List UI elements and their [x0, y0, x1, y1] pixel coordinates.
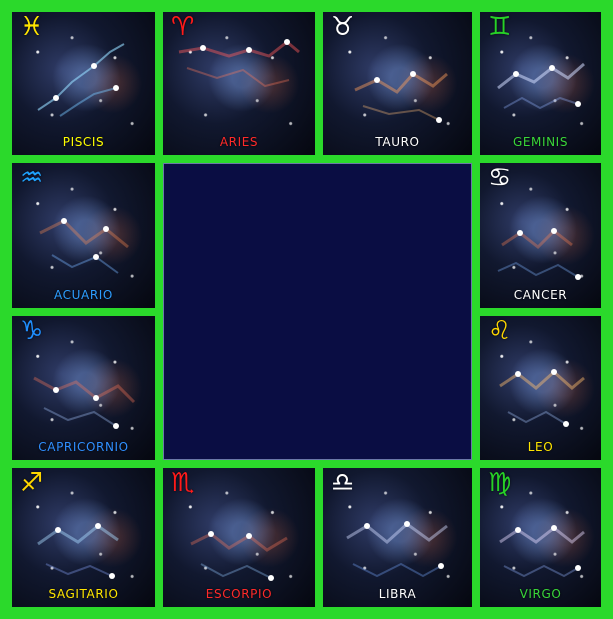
zodiac-tile-geminis[interactable]: ♊ GEMINIS [480, 12, 601, 155]
taurus-symbol-icon: ♉ [331, 12, 355, 42]
pisces-symbol-icon: ♓ [20, 12, 44, 42]
zodiac-tile-virgo[interactable]: ♍ VIRGO [480, 468, 601, 607]
center-panel [163, 163, 472, 460]
frame-bottom-divider-2 [315, 460, 323, 619]
libra-symbol-icon: ♎ [331, 468, 355, 498]
cancer-symbol-icon: ♋ [488, 163, 512, 193]
tile-label: ESCORPIO [205, 587, 273, 601]
zodiac-tile-escorpio[interactable]: ♏ ESCORPIO [163, 468, 315, 607]
tile-label: VIRGO [519, 587, 562, 601]
frame-center-left-border [155, 163, 163, 460]
frame-top-divider-1 [155, 0, 163, 161]
scorpio-symbol-icon: ♏ [171, 468, 195, 498]
zodiac-tile-cancer[interactable]: ♋ CANCER [480, 163, 601, 308]
sagittarius-symbol-icon: ♐ [20, 468, 44, 498]
zodiac-tile-tauro[interactable]: ♉ TAURO [323, 12, 472, 155]
zodiac-tile-capricornio[interactable]: ♑ CAPRICORNIO [12, 316, 155, 460]
frame-bottom-divider-1 [155, 460, 163, 619]
tile-label: LEO [527, 440, 554, 454]
frame-top-divider-3 [472, 0, 480, 161]
frame-middle-band-4 [0, 460, 613, 468]
virgo-symbol-icon: ♍ [488, 468, 512, 498]
tile-label: SAGITARIO [48, 587, 119, 601]
capricorn-symbol-icon: ♑ [20, 316, 44, 346]
tile-label: ACUARIO [54, 288, 113, 302]
zodiac-tile-acuario[interactable]: ♒ ACUARIO [12, 163, 155, 308]
frame-bottom-divider-3 [472, 460, 480, 619]
frame-middle-band-1 [0, 155, 613, 163]
frame-middle-band-3 [472, 308, 613, 316]
zodiac-tile-libra[interactable]: ♎ LIBRA [323, 468, 472, 607]
tile-label: GEMINIS [512, 135, 569, 149]
gemini-symbol-icon: ♊ [488, 12, 512, 42]
leo-symbol-icon: ♌ [488, 316, 512, 346]
tile-label: TAURO [375, 135, 420, 149]
zodiac-tile-sagitario[interactable]: ♐ SAGITARIO [12, 468, 155, 607]
tile-label: CAPRICORNIO [38, 440, 129, 454]
zodiac-tile-aries[interactable]: ♈ ARIES [163, 12, 315, 155]
tile-label: LIBRA [378, 587, 417, 601]
zodiac-tile-piscis[interactable]: ♓ PISCIS [12, 12, 155, 155]
frame-bottom-band [0, 607, 613, 619]
tile-label: PISCIS [62, 135, 105, 149]
frame-center-right-border [472, 163, 480, 460]
zodiac-tile-leo[interactable]: ♌ LEO [480, 316, 601, 460]
aquarius-symbol-icon: ♒ [20, 163, 44, 193]
frame-middle-band-2 [0, 308, 163, 316]
frame-top-band [0, 0, 613, 12]
tile-label: ARIES [219, 135, 259, 149]
aries-symbol-icon: ♈ [171, 12, 195, 42]
frame-top-divider-2 [315, 0, 323, 161]
tile-label: CANCER [513, 288, 568, 302]
